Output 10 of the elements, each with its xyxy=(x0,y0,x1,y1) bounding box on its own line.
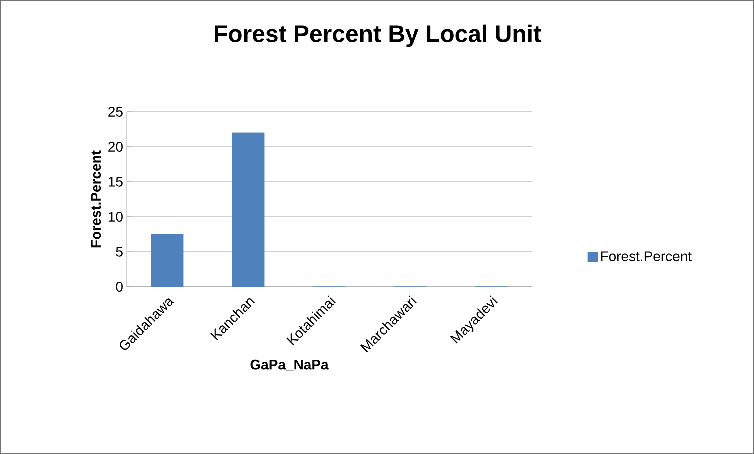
x-axis-title: GaPa_NaPa xyxy=(250,360,329,372)
y-tick-label: 0 xyxy=(116,282,123,292)
chart-title: Forest Percent By Local Unit xyxy=(215,24,542,48)
y-tick-label: 5 xyxy=(116,247,123,257)
y-axis-title: Forest.Percent xyxy=(91,150,102,248)
legend-label: Forest.Percent xyxy=(601,252,692,262)
y-tick-label: 10 xyxy=(108,212,123,222)
y-tick-label: 25 xyxy=(108,107,123,117)
y-tick-label: 20 xyxy=(108,142,123,152)
y-tick-label: 15 xyxy=(108,177,123,187)
